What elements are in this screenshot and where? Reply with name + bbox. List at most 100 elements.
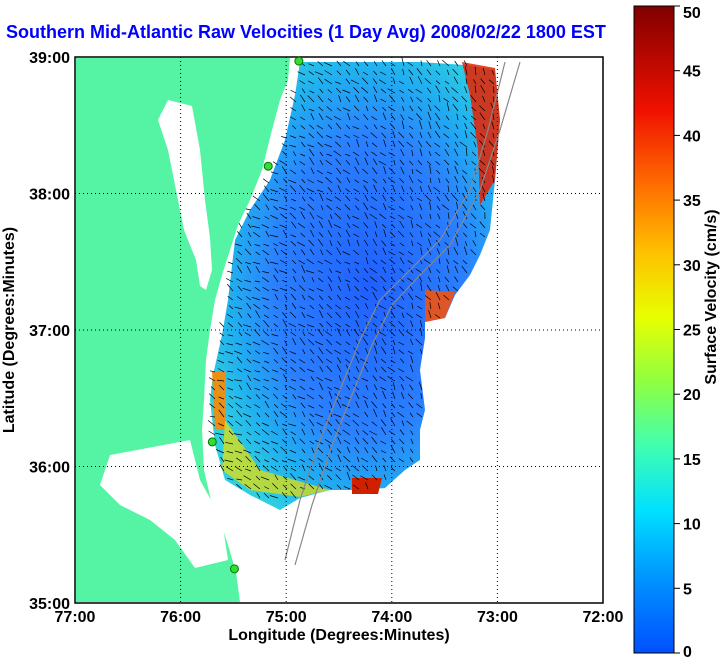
velocity-arrow: [326, 198, 333, 202]
velocity-arrow: [291, 379, 297, 382]
velocity-arrow: [254, 370, 261, 373]
velocity-arrow: [419, 327, 423, 337]
velocity-arrow: [424, 295, 432, 301]
velocity-arrow: [436, 196, 441, 202]
velocity-arrow: [362, 71, 369, 76]
velocity-arrow: [391, 223, 396, 229]
velocity-arrow: [453, 260, 459, 265]
velocity-arrow: [255, 310, 261, 319]
velocity-arrow: [363, 222, 369, 229]
velocity-arrow: [371, 142, 378, 148]
velocity-arrow: [301, 88, 306, 94]
velocity-arrow: [409, 384, 414, 391]
velocity-arrow: [373, 184, 378, 193]
velocity-arrow: [309, 349, 315, 355]
velocity-arrow: [274, 419, 279, 427]
velocity-arrow: [399, 220, 405, 229]
velocity-arrow: [261, 297, 270, 301]
velocity-arrow: [227, 270, 234, 274]
velocity-arrow: [346, 214, 351, 220]
velocity-arrow: [265, 258, 270, 265]
velocity-arrow: [482, 149, 486, 157]
velocity-arrow: [434, 105, 441, 112]
velocity-arrow: [380, 346, 387, 355]
velocity-arrow: [425, 141, 432, 148]
velocity-arrow: [344, 261, 351, 265]
velocity-arrow: [418, 203, 423, 211]
velocity-arrow: [227, 370, 234, 373]
velocity-arrow: [409, 364, 414, 373]
colorbar-tick-label: 25: [683, 323, 701, 340]
velocity-arrow: [470, 249, 477, 256]
velocity-arrow: [226, 313, 234, 319]
velocity-arrow: [245, 296, 252, 301]
velocity-arrow: [436, 269, 441, 274]
velocity-arrow: [289, 135, 297, 139]
velocity-arrow: [420, 282, 423, 292]
velocity-arrow: [336, 177, 342, 184]
velocity-arrow: [270, 189, 279, 193]
velocity-arrow: [337, 328, 342, 337]
velocity-arrow: [234, 306, 243, 310]
velocity-arrow: [355, 355, 360, 364]
velocity-arrow: [210, 386, 216, 391]
velocity-arrow: [353, 87, 360, 94]
velocity-arrow: [329, 401, 333, 409]
velocity-arrow: [254, 329, 261, 337]
velocity-arrow: [272, 482, 279, 490]
velocity-arrow: [371, 421, 378, 427]
velocity-arrow: [318, 404, 324, 409]
velocity-arrow: [228, 430, 234, 436]
velocity-arrow: [427, 111, 432, 121]
velocity-arrow: [274, 268, 279, 274]
velocity-arrow: [454, 165, 459, 175]
velocity-arrow: [218, 396, 225, 400]
velocity-arrow: [310, 222, 315, 229]
velocity-arrow: [243, 324, 252, 328]
y-tick-label: 38:00: [29, 187, 70, 204]
velocity-arrow: [399, 178, 405, 184]
velocity-arrow: [282, 229, 288, 238]
velocity-arrow: [355, 268, 360, 274]
velocity-arrow: [290, 107, 297, 112]
velocity-arrow: [360, 358, 369, 364]
velocity-arrow: [308, 108, 315, 112]
velocity-arrow: [390, 242, 396, 247]
velocity-arrow: [236, 356, 243, 364]
velocity-arrow: [235, 257, 243, 265]
velocity-arrow: [316, 287, 324, 292]
velocity-arrow: [407, 88, 414, 94]
velocity-arrow: [273, 305, 279, 310]
velocity-arrow: [492, 86, 495, 94]
velocity-arrow: [401, 295, 405, 301]
velocity-arrow: [317, 95, 324, 103]
velocity-arrow: [307, 324, 315, 328]
velocity-arrow: [274, 474, 279, 481]
velocity-arrow: [246, 212, 252, 220]
velocity-arrow: [273, 403, 279, 409]
velocity-arrow: [392, 130, 396, 139]
x-tick-label: 75:00: [266, 609, 307, 626]
velocity-arrow: [299, 385, 306, 391]
velocity-arrow: [326, 339, 333, 346]
velocity-arrow: [316, 170, 324, 175]
velocity-arrow: [345, 311, 351, 319]
velocity-arrow: [233, 350, 243, 355]
velocity-arrow: [363, 268, 369, 274]
velocity-arrow: [335, 270, 342, 274]
velocity-arrow: [310, 113, 315, 121]
velocity-arrow: [408, 116, 414, 121]
velocity-arrow: [279, 224, 288, 229]
velocity-arrow: [419, 320, 423, 328]
velocity-arrow: [373, 392, 378, 400]
colorbar-tick-label: 10: [683, 517, 701, 534]
velocity-arrow: [446, 265, 450, 274]
velocity-arrow: [290, 431, 297, 436]
velocity-arrow: [345, 195, 351, 202]
velocity-arrow: [309, 440, 315, 445]
velocity-arrow: [364, 212, 369, 220]
velocity-arrow: [398, 140, 405, 148]
velocity-arrow: [452, 68, 459, 76]
velocity-arrow: [437, 213, 441, 220]
velocity-arrow: [244, 279, 252, 283]
